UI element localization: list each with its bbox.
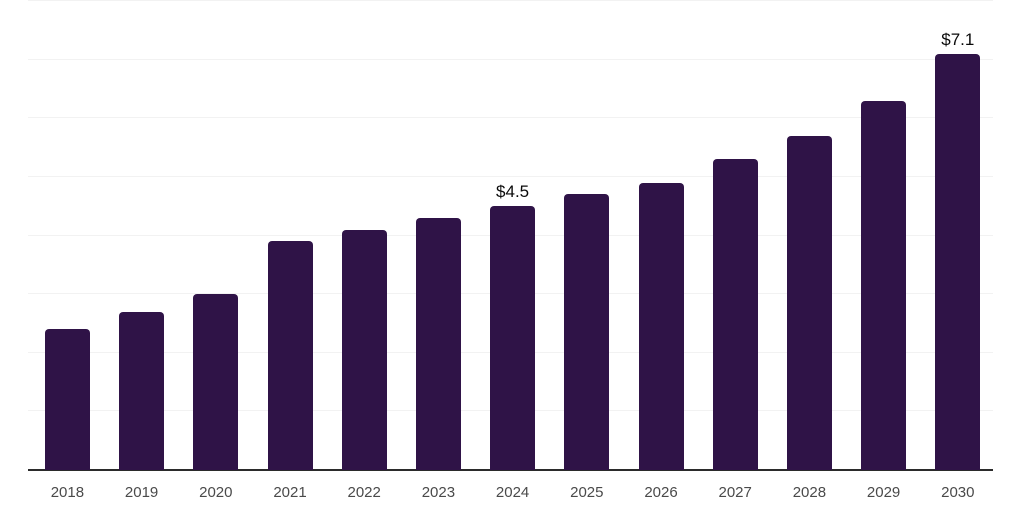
x-tick-label-2024: 2024	[495, 484, 530, 501]
bar-2021	[267, 241, 313, 470]
x-tick-label-2019: 2019	[124, 484, 159, 501]
x-tick-label-2018: 2018	[50, 484, 85, 501]
bar-2027	[712, 159, 758, 470]
x-axis-line	[28, 469, 993, 471]
bar-2023	[415, 217, 461, 470]
gridline-y-5	[28, 175, 993, 177]
bar-2026	[638, 182, 684, 470]
bar-value-label-2030: $7.1	[941, 29, 975, 49]
gridline-y-8	[28, 0, 993, 1]
bar-2029	[861, 100, 907, 470]
gridline-y-7	[28, 58, 993, 60]
x-tick-label-2027: 2027	[718, 484, 752, 501]
bar-value-label-2024: $4.5	[496, 182, 530, 202]
x-tick-label-2021: 2021	[273, 484, 307, 501]
x-tick-label-2026: 2026	[644, 484, 678, 501]
x-tick-label-2028: 2028	[792, 484, 827, 501]
x-tick-label-2020: 2020	[199, 484, 233, 501]
x-tick-label-2029: 2029	[866, 484, 901, 501]
bar-2022	[341, 229, 387, 470]
x-tick-label-2023: 2023	[421, 484, 456, 501]
bar-2025	[564, 194, 610, 470]
x-tick-label-2022: 2022	[347, 484, 381, 501]
plot-area: $4.5 $7.1	[28, 0, 993, 471]
gridline-y-6	[28, 117, 993, 119]
bar-2020	[193, 294, 239, 470]
bar-2019	[119, 311, 165, 470]
x-tick-label-2025: 2025	[570, 484, 604, 501]
bar-2028	[786, 135, 832, 470]
x-tick-label-2030: 2030	[941, 484, 975, 501]
bar-2030	[935, 53, 981, 470]
bar-2024	[490, 206, 536, 470]
bar-2018	[44, 329, 90, 470]
